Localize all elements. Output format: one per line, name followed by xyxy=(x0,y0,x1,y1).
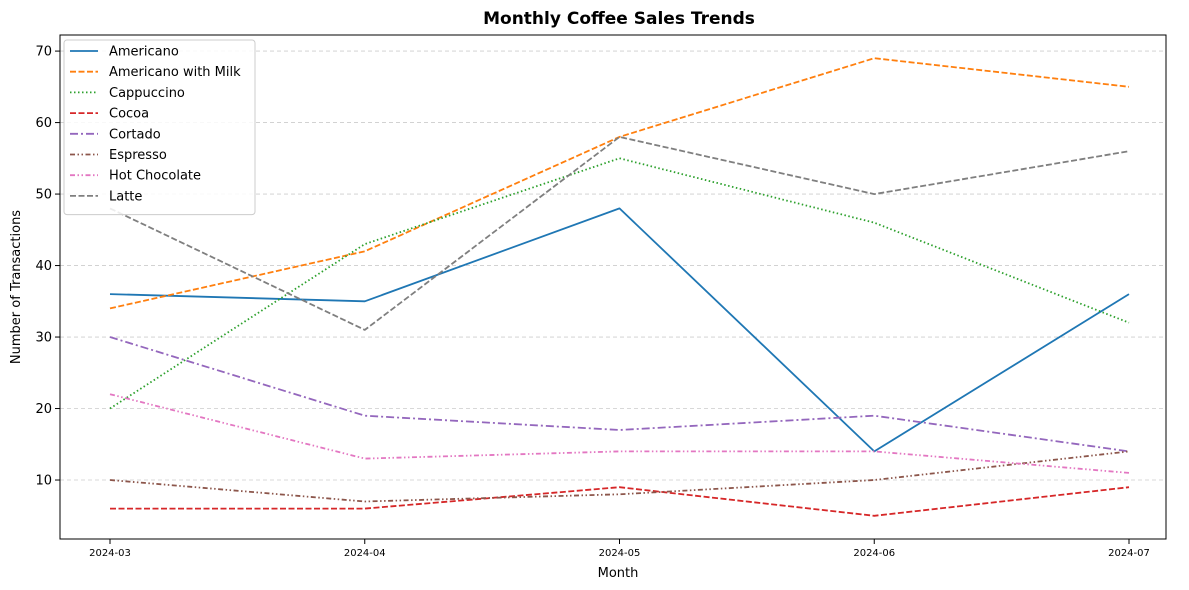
y-tick-label: 30 xyxy=(35,331,52,346)
legend-box xyxy=(63,39,256,216)
legend-label: Cortado xyxy=(109,127,161,142)
series-line-espresso xyxy=(109,450,1130,503)
x-tick-label: 2024-05 xyxy=(599,548,641,559)
series-line-americano xyxy=(109,207,1130,453)
series-lines xyxy=(109,57,1130,517)
y-tick-label: 50 xyxy=(35,188,52,203)
y-tick-label: 70 xyxy=(35,45,52,60)
legend-label: Cocoa xyxy=(109,107,149,122)
plot-frame xyxy=(59,34,1167,540)
series-line-cortado xyxy=(109,336,1130,453)
legend-label: Americano xyxy=(109,45,179,60)
series-line-cappuccino xyxy=(109,157,1130,410)
y-axis: 10 20 30 40 50 60 70 xyxy=(35,45,60,489)
y-tick-label: 40 xyxy=(35,259,52,274)
series-line-americano-with-milk xyxy=(109,57,1130,310)
legend: Americano Americano with Milk Cappuccino Co… xyxy=(63,39,256,216)
legend-label: Hot Chocolate xyxy=(109,169,201,184)
chart-title: Monthly Coffee Sales Trends xyxy=(483,9,755,29)
series-line-hot-chocolate xyxy=(109,393,1130,474)
x-axis-title: Month xyxy=(598,566,639,581)
legend-label: Cappuccino xyxy=(109,86,185,101)
y-axis-title: Number of Transactions xyxy=(9,210,24,364)
y-tick-label: 60 xyxy=(35,116,52,131)
series-line-cocoa xyxy=(110,486,1130,517)
legend-label: Espresso xyxy=(109,148,167,163)
y-tick-label: 20 xyxy=(35,402,52,417)
y-tick-label: 10 xyxy=(35,474,52,489)
x-tick-label: 2024-03 xyxy=(89,548,131,559)
x-axis: 2024-03 2024-04 2024-05 2024-06 2024-07 xyxy=(89,539,1150,559)
legend-label: Latte xyxy=(109,189,142,204)
series-line-latte xyxy=(109,135,1130,331)
x-tick-label: 2024-04 xyxy=(344,548,386,559)
x-tick-label: 2024-06 xyxy=(853,548,895,559)
x-tick-label: 2024-07 xyxy=(1108,548,1150,559)
legend-label: Americano with Milk xyxy=(109,65,241,80)
